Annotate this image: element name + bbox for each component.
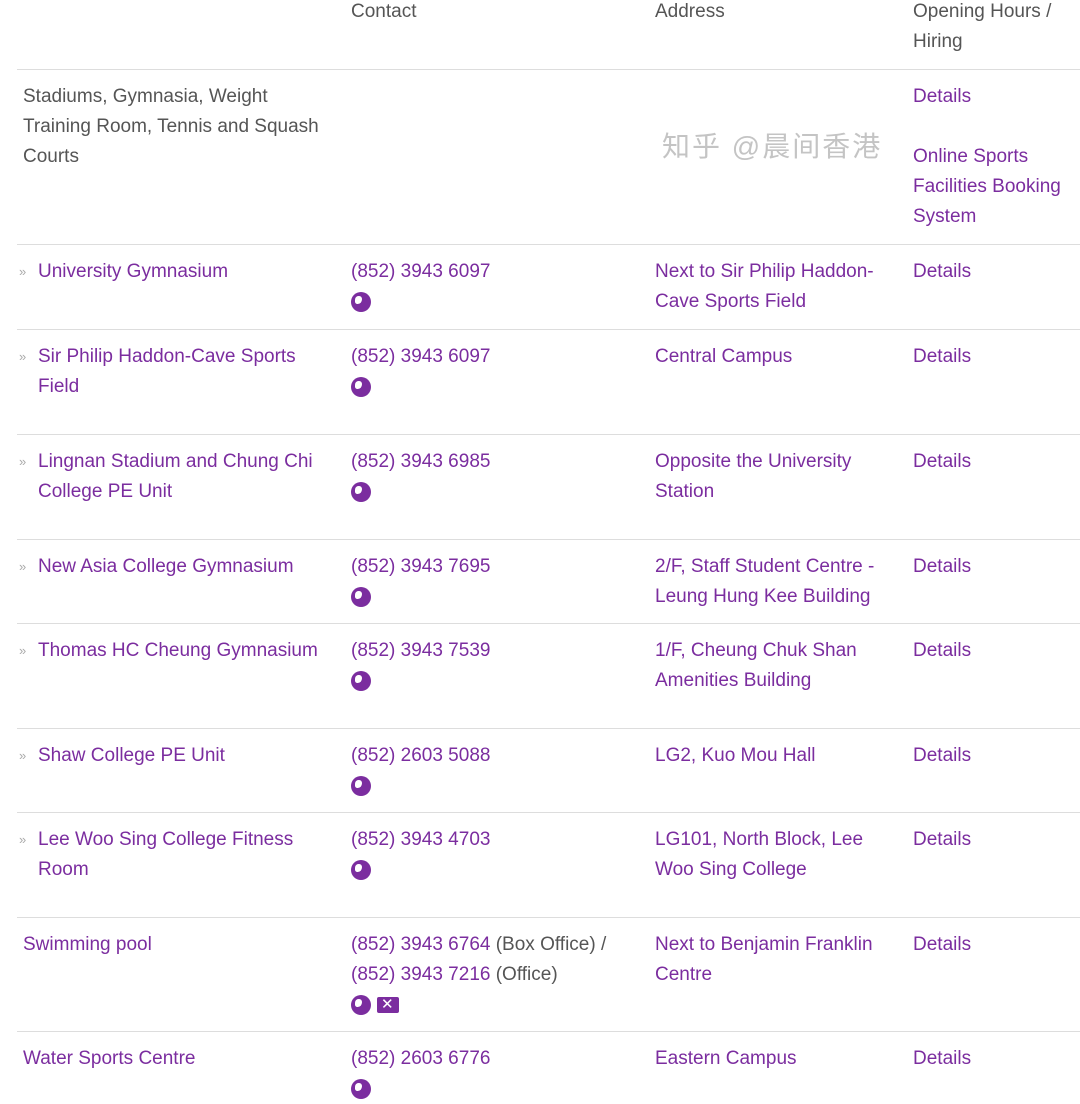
header-name bbox=[17, 0, 345, 70]
table-row: » New Asia College Gymnasium (852) 3943 7… bbox=[17, 540, 1080, 624]
facilities-table: Contact Address Opening Hours / Hiring S… bbox=[17, 0, 1080, 1104]
table-row: » Sir Philip Haddon-Cave Sports Field (85… bbox=[17, 330, 1080, 435]
address-link[interactable]: Opposite the University Station bbox=[655, 451, 851, 502]
table-row: » Shaw College PE Unit (852) 2603 5088 LG… bbox=[17, 729, 1080, 813]
header-address: Address bbox=[649, 0, 907, 70]
address-link[interactable]: LG2, Kuo Mou Hall bbox=[655, 745, 816, 766]
details-link[interactable]: Details bbox=[913, 829, 971, 850]
globe-icon[interactable] bbox=[351, 482, 371, 502]
details-link[interactable]: Details bbox=[913, 556, 971, 577]
details-link[interactable]: Details bbox=[913, 745, 971, 766]
globe-icon[interactable] bbox=[351, 671, 371, 691]
phone-link[interactable]: (852) 3943 7216 bbox=[351, 964, 490, 985]
details-link[interactable]: Details bbox=[913, 934, 971, 955]
phone-link[interactable]: (852) 3943 7695 bbox=[351, 556, 490, 577]
address-link[interactable]: Eastern Campus bbox=[655, 1048, 797, 1069]
bullet-icon: » bbox=[19, 342, 26, 372]
bullet-icon: » bbox=[19, 741, 26, 771]
address-link[interactable]: Central Campus bbox=[655, 346, 792, 367]
phone-link[interactable]: (852) 3943 6097 bbox=[351, 261, 490, 282]
details-link[interactable]: Details bbox=[913, 640, 971, 661]
address-link[interactable]: Next to Sir Philip Haddon-Cave Sports Fi… bbox=[655, 261, 874, 312]
phone-link[interactable]: (852) 3943 6985 bbox=[351, 451, 490, 472]
globe-icon[interactable] bbox=[351, 995, 371, 1015]
header-hours: Opening Hours / Hiring bbox=[907, 0, 1080, 70]
phone-link[interactable]: (852) 2603 5088 bbox=[351, 745, 490, 766]
category-name: Stadiums, Gymnasia, Weight Training Room… bbox=[17, 70, 345, 245]
bullet-icon: » bbox=[19, 447, 26, 477]
facility-name-link[interactable]: Water Sports Centre bbox=[23, 1048, 195, 1069]
facility-name-link[interactable]: New Asia College Gymnasium bbox=[38, 556, 294, 577]
table-row: » Lingnan Stadium and Chung Chi College P… bbox=[17, 435, 1080, 540]
mail-icon[interactable] bbox=[377, 997, 399, 1013]
category-details-link[interactable]: Details bbox=[913, 86, 971, 107]
globe-icon[interactable] bbox=[351, 776, 371, 796]
category-row: Stadiums, Gymnasia, Weight Training Room… bbox=[17, 70, 1080, 245]
facility-name-link[interactable]: Sir Philip Haddon-Cave Sports Field bbox=[38, 346, 296, 397]
facility-name-link[interactable]: Lee Woo Sing College Fitness Room bbox=[38, 829, 293, 880]
header-row: Contact Address Opening Hours / Hiring bbox=[17, 0, 1080, 70]
globe-icon[interactable] bbox=[351, 377, 371, 397]
address-link[interactable]: LG101, North Block, Lee Woo Sing College bbox=[655, 829, 863, 880]
table-row: Swimming pool (852) 3943 6764 (Box Offic… bbox=[17, 918, 1080, 1032]
facility-name-link[interactable]: University Gymnasium bbox=[38, 261, 228, 282]
globe-icon[interactable] bbox=[351, 860, 371, 880]
bullet-icon: » bbox=[19, 257, 26, 287]
header-contact: Contact bbox=[345, 0, 649, 70]
details-link[interactable]: Details bbox=[913, 451, 971, 472]
facility-name-link[interactable]: Thomas HC Cheung Gymnasium bbox=[38, 640, 318, 661]
phone-label: (Office) bbox=[490, 964, 557, 985]
table-row: » University Gymnasium (852) 3943 6097 Ne… bbox=[17, 245, 1080, 330]
address-link[interactable]: 1/F, Cheung Chuk Shan Amenities Building bbox=[655, 640, 857, 691]
table-row: » Lee Woo Sing College Fitness Room (852)… bbox=[17, 813, 1080, 918]
details-link[interactable]: Details bbox=[913, 261, 971, 282]
phone-link[interactable]: (852) 2603 6776 bbox=[351, 1048, 490, 1069]
phone-link[interactable]: (852) 3943 4703 bbox=[351, 829, 490, 850]
phone-link[interactable]: (852) 3943 7539 bbox=[351, 640, 490, 661]
address-link[interactable]: 2/F, Staff Student Centre - Leung Hung K… bbox=[655, 556, 874, 607]
bullet-icon: » bbox=[19, 825, 26, 855]
details-link[interactable]: Details bbox=[913, 346, 971, 367]
globe-icon[interactable] bbox=[351, 587, 371, 607]
phone-link[interactable]: (852) 3943 6764 bbox=[351, 934, 490, 955]
bullet-icon: » bbox=[19, 552, 26, 582]
watermark: 知乎 @晨间香港 bbox=[662, 130, 882, 164]
phone-label: (Box Office) / bbox=[490, 934, 606, 955]
bullet-icon: » bbox=[19, 636, 26, 666]
facility-name-link[interactable]: Lingnan Stadium and Chung Chi College PE… bbox=[38, 451, 313, 502]
facility-name-link[interactable]: Shaw College PE Unit bbox=[38, 745, 225, 766]
address-link[interactable]: Next to Benjamin Franklin Centre bbox=[655, 934, 873, 985]
booking-system-link[interactable]: Online Sports Facilities Booking System bbox=[913, 146, 1061, 227]
phone-link[interactable]: (852) 3943 6097 bbox=[351, 346, 490, 367]
table-row: » Thomas HC Cheung Gymnasium (852) 3943 7… bbox=[17, 624, 1080, 729]
facility-name-link[interactable]: Swimming pool bbox=[23, 934, 152, 955]
details-link[interactable]: Details bbox=[913, 1048, 971, 1069]
table-row: Water Sports Centre (852) 2603 6776 East… bbox=[17, 1032, 1080, 1104]
globe-icon[interactable] bbox=[351, 292, 371, 312]
